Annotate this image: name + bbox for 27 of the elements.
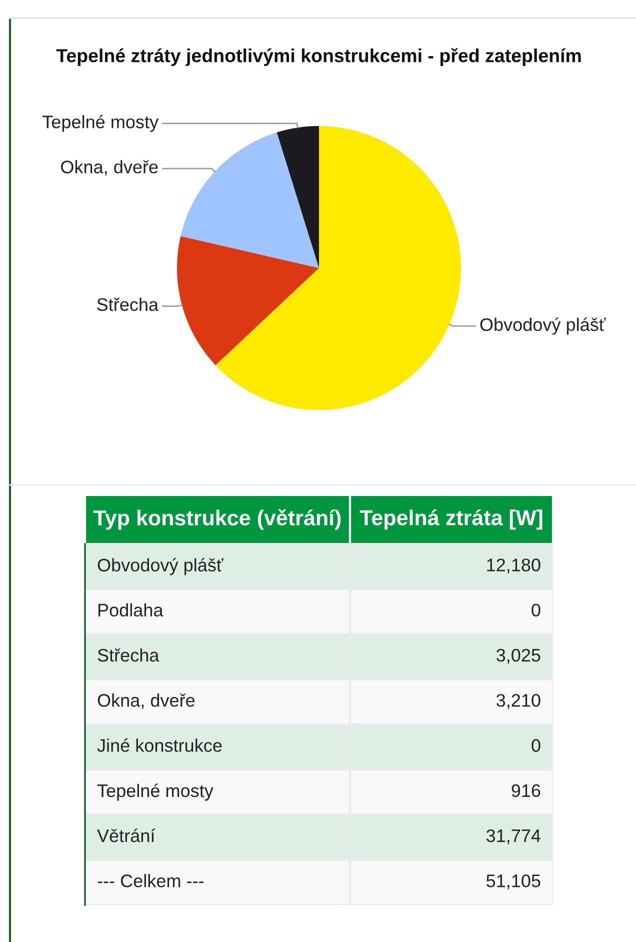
slice-label: Střecha [97, 298, 159, 311]
category-label: Obvodový plášť [98, 558, 224, 576]
slice-label: Okna, dveře [61, 160, 158, 176]
text: Tepelná ztráta [W] [360, 509, 542, 530]
category-label: Podlaha [98, 603, 164, 617]
pie-slice [177, 236, 319, 366]
data-label: 51,105 [486, 874, 540, 890]
data-label: 3,210 [496, 694, 540, 709]
category-label: Jiné konstrukce [97, 738, 222, 752]
category-label: Větrání [97, 828, 156, 842]
category-label: Tepelné mosty [97, 784, 214, 801]
category-label: --- Celkem --- [98, 874, 204, 888]
data-label: 12,180 [487, 558, 540, 574]
pie-slice [276, 126, 319, 268]
pie-slice [180, 132, 319, 268]
data-label: 31,774 [486, 829, 540, 844]
data-label: 0 [532, 604, 540, 617]
category-label: Okna, dveře [98, 693, 195, 709]
category-label: Střecha [98, 648, 160, 662]
pie-slice [215, 126, 461, 410]
slice-label: Tepelné mosty [42, 114, 159, 132]
text: Typ konstrukce (větrání) [94, 509, 341, 530]
data-label: 916 [512, 784, 540, 798]
data-label: 3,025 [496, 648, 540, 664]
slice-label: Obvodový plášť [480, 318, 606, 335]
chart-title: Tepelné ztráty jednotlivými konstrukcemi - před zateplením [56, 48, 581, 66]
data-label: 0 [532, 739, 540, 752]
